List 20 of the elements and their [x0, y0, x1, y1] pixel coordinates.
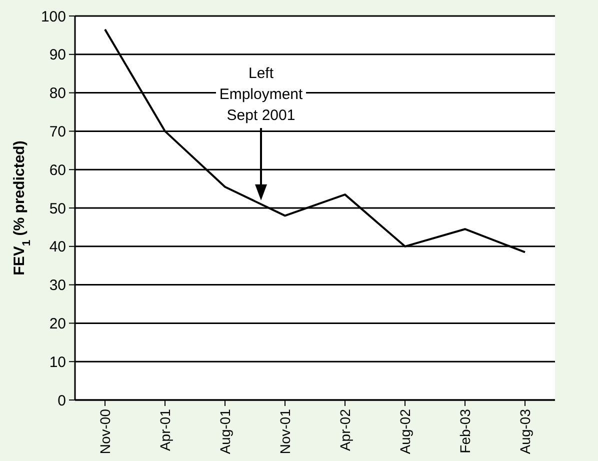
y-tick-label: 30 — [49, 277, 66, 294]
y-tick-label: 0 — [58, 392, 66, 410]
y-tick-label: 60 — [49, 162, 66, 179]
y-tick-label: 20 — [49, 315, 66, 332]
y-tick-label: 70 — [49, 123, 66, 140]
x-tick-label: Feb-03 — [457, 408, 473, 454]
x-tick-label: Aug-03 — [517, 408, 533, 454]
y-tick-label: 90 — [49, 46, 66, 64]
x-tick-label: Aug-02 — [397, 408, 413, 454]
y-tick-label: 100 — [40, 8, 66, 26]
annotation: Left Employment Sept 2001 — [219, 65, 304, 124]
x-tick-label: Nov-01 — [277, 408, 293, 454]
y-tick-label: 40 — [49, 238, 66, 256]
x-tick-label: Apr-01 — [157, 408, 173, 452]
x-tick-label: Nov-00 — [97, 408, 113, 454]
y-tick-label: 50 — [49, 200, 66, 218]
x-tick-label: Apr-02 — [337, 408, 353, 452]
y-tick-label: 80 — [49, 85, 66, 102]
y-tick-label: 10 — [49, 354, 66, 371]
x-tick-label: Aug-01 — [217, 408, 233, 454]
